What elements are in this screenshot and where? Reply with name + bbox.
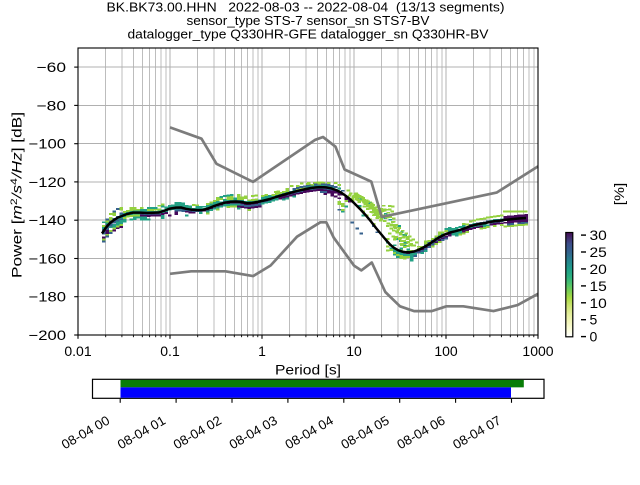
svg-text:10: 10 bbox=[346, 343, 362, 359]
svg-text:0: 0 bbox=[590, 329, 598, 345]
svg-text:−180: −180 bbox=[29, 289, 67, 305]
svg-text:1000: 1000 bbox=[522, 343, 553, 359]
svg-text:datalogger_type Q330HR-GFE dat: datalogger_type Q330HR-GFE datalogger_sn… bbox=[128, 27, 489, 42]
svg-text:15: 15 bbox=[590, 278, 608, 294]
svg-text:[%]: [%] bbox=[612, 183, 627, 206]
svg-text:10: 10 bbox=[590, 295, 608, 311]
svg-text:−160: −160 bbox=[29, 251, 67, 267]
svg-text:0.01: 0.01 bbox=[64, 343, 91, 359]
svg-text:−100: −100 bbox=[29, 136, 67, 152]
svg-text:1: 1 bbox=[258, 343, 266, 359]
svg-text:0.1: 0.1 bbox=[160, 343, 180, 359]
svg-text:−200: −200 bbox=[29, 327, 67, 343]
svg-text:100: 100 bbox=[434, 343, 458, 359]
svg-text:Power [m2/s4/Hz] [dB]: Power [m2/s4/Hz] [dB] bbox=[9, 112, 25, 278]
svg-text:sensor_type STS-7 sensor_sn ST: sensor_type STS-7 sensor_sn STS7-BV bbox=[187, 13, 430, 28]
svg-text:Period [s]: Period [s] bbox=[275, 363, 341, 378]
svg-text:30: 30 bbox=[590, 227, 608, 243]
svg-text:20: 20 bbox=[590, 261, 608, 277]
svg-text:−120: −120 bbox=[29, 174, 67, 190]
svg-text:BK.BK73.00.HHN 2022-08-03 --: BK.BK73.00.HHN 2022-08-03 -- 2022-08-04 … bbox=[107, 0, 505, 15]
svg-text:−80: −80 bbox=[37, 97, 67, 113]
svg-text:−60: −60 bbox=[37, 59, 67, 75]
svg-text:5: 5 bbox=[590, 312, 598, 328]
svg-text:−140: −140 bbox=[29, 212, 67, 228]
svg-text:25: 25 bbox=[590, 244, 608, 260]
